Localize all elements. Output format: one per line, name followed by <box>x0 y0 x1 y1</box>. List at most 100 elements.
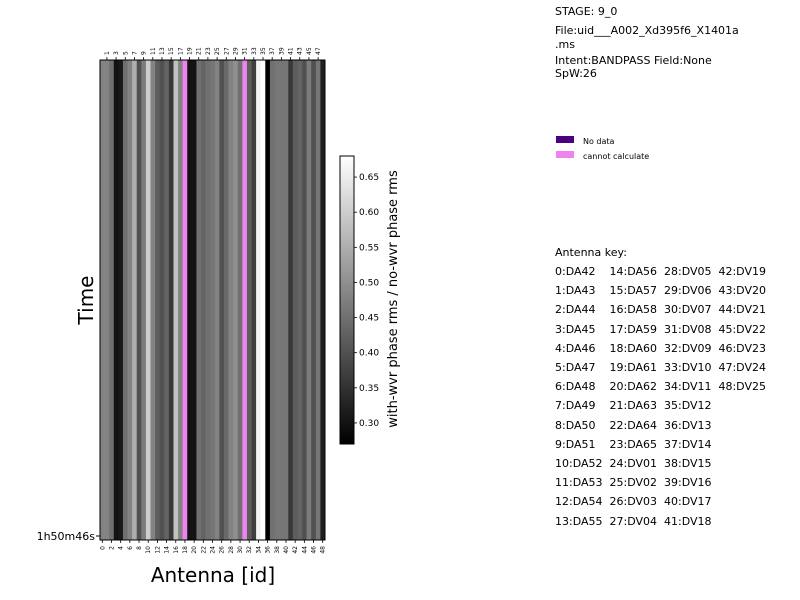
heatmap-cell-antenna-44 <box>302 60 307 540</box>
x-tick-label-top-35: 35 <box>260 47 267 55</box>
x-tick-label-top-5: 5 <box>122 51 129 55</box>
colorbar-ticks: 0.30 0.35 0.40 0.45 0.50 0.55 0.60 0.65 <box>354 173 379 429</box>
x-tick-label-bottom-34: 34 <box>255 546 262 554</box>
heatmap-cell-antenna-11 <box>150 60 156 540</box>
antenna-key-row: 0:DA42 14:DA56 28:DV05 42:DV19 <box>555 265 766 278</box>
x-ticks-bottom: 0 2 4 6 8 10 12 14 16 18 20 22 24 26 28 30 32 34 36 38 40 42 4… <box>99 540 327 554</box>
heatmap-cell-antenna-27 <box>223 60 229 540</box>
heatmap-cell-antenna-23 <box>205 60 211 540</box>
colorbar-label: with-wvr phase rms / no-wvr phase rms <box>386 170 401 428</box>
x-tick-label-bottom-18: 18 <box>182 546 189 554</box>
heatmap-cell-antenna-10 <box>145 60 151 540</box>
heatmap-cell-antenna-22 <box>201 60 206 540</box>
colorbar <box>339 155 355 445</box>
heatmap-cell-antenna-7 <box>132 60 138 540</box>
x-tick-label-top-13: 13 <box>159 47 166 55</box>
x-tick-label-bottom-24: 24 <box>210 546 217 554</box>
x-tick-label-bottom-26: 26 <box>219 546 226 554</box>
x-tick-label-bottom-32: 32 <box>246 546 253 554</box>
heatmap-cell-antenna-15 <box>168 60 174 540</box>
x-tick-label-top-21: 21 <box>196 47 203 55</box>
x-tick-label-bottom-38: 38 <box>274 546 281 554</box>
heatmap-cell-antenna-18 <box>182 60 188 540</box>
x-tick-label-bottom-28: 28 <box>228 546 235 554</box>
heatmap-cell-antenna-0 <box>100 60 105 540</box>
x-tick-label-bottom-4: 4 <box>118 546 125 550</box>
heatmap-cell-antenna-34 <box>256 60 262 540</box>
heatmap-cell-antenna-21 <box>196 60 202 540</box>
x-tick-label-bottom-6: 6 <box>127 546 134 550</box>
legend-label-no-data: No data <box>583 137 615 146</box>
heatmap-cell-antenna-36 <box>265 60 271 540</box>
x-tick-label-bottom-14: 14 <box>164 546 171 554</box>
heatmap-cell-antenna-25 <box>214 60 220 540</box>
heatmap-cell-antenna-3 <box>113 60 119 540</box>
heatmap-cell-antenna-9 <box>141 60 147 540</box>
heatmap-cell-antenna-33 <box>251 60 257 540</box>
x-tick-label-top-39: 39 <box>278 47 285 55</box>
heatmap-cell-antenna-48 <box>320 60 326 540</box>
x-tick-label-top-29: 29 <box>232 47 239 55</box>
heatmap-cell-antenna-8 <box>136 60 142 540</box>
legend-label-cannot-calculate: cannot calculate <box>583 152 650 161</box>
x-tick-label-bottom-46: 46 <box>311 546 318 554</box>
heatmap-cell-antenna-14 <box>164 60 170 540</box>
x-tick-label-bottom-30: 30 <box>237 546 244 554</box>
x-tick-label-bottom-16: 16 <box>173 546 180 554</box>
x-tick-label-bottom-36: 36 <box>265 546 272 554</box>
x-tick-label-top-23: 23 <box>205 47 212 55</box>
x-axis-label: Antenna [id] <box>151 563 275 587</box>
heatmap-cell-antenna-46 <box>311 60 317 540</box>
heatmap-cell-antenna-31 <box>242 60 248 540</box>
legend-swatch-no-data <box>556 136 574 143</box>
heatmap-cell-antenna-32 <box>246 60 252 540</box>
intent-text: Intent:BANDPASS Field:None <box>555 54 712 67</box>
heatmap-cell-antenna-12 <box>155 60 160 540</box>
x-tick-label-bottom-48: 48 <box>320 546 327 554</box>
antenna-key-row: 13:DA55 27:DV04 41:DV18 <box>555 514 712 528</box>
x-tick-label-bottom-44: 44 <box>301 546 308 554</box>
heatmap-cells <box>100 60 326 540</box>
colorbar-tick-label-0.55: 0.55 <box>359 243 379 253</box>
heatmap-cell-antenna-30 <box>237 60 243 540</box>
antenna-key-title: Antenna key: <box>555 246 627 259</box>
colorbar-tick-label-0.35: 0.35 <box>359 384 379 394</box>
heatmap-cell-antenna-29 <box>233 60 239 540</box>
heatmap-cell-antenna-1 <box>104 60 110 540</box>
antenna-key-row: 1:DA43 15:DA57 29:DV06 43:DV20 <box>555 284 766 298</box>
heatmap-cell-antenna-5 <box>122 60 128 540</box>
x-tick-label-top-11: 11 <box>150 47 157 55</box>
x-tick-label-top-15: 15 <box>168 47 175 55</box>
heatmap-cell-antenna-40 <box>283 60 289 540</box>
antenna-key-row: 8:DA50 22:DA64 36:DV13 <box>555 418 712 432</box>
x-tick-label-top-1: 1 <box>104 51 111 55</box>
heatmap-cell-antenna-13 <box>159 60 165 540</box>
x-ticks-top: 1 3 5 7 9 11 13 15 17 19 21 23 25 27 29 31 33 35 37 39 41 43 4… <box>104 47 322 60</box>
heatmap-cell-antenna-19 <box>187 60 193 540</box>
heatmap-cell-antenna-26 <box>219 60 225 540</box>
colorbar-tick-label-0.40: 0.40 <box>359 349 379 359</box>
antenna-key-row: 10:DA52 24:DV01 38:DV15 <box>555 457 712 470</box>
x-tick-label-top-47: 47 <box>315 47 322 55</box>
heatmap-cell-antenna-4 <box>118 60 124 540</box>
antenna-key-row: 7:DA49 21:DA63 35:DV12 <box>555 399 712 413</box>
colorbar-tick-label-0.50: 0.50 <box>359 278 379 288</box>
x-tick-label-top-31: 31 <box>242 47 249 55</box>
colorbar-tick-label-0.45: 0.45 <box>359 314 379 324</box>
heatmap-cell-antenna-24 <box>210 60 216 540</box>
x-tick-label-top-43: 43 <box>297 47 304 55</box>
x-tick-label-bottom-8: 8 <box>136 546 143 550</box>
heatmap-cell-antenna-6 <box>127 60 133 540</box>
x-tick-label-bottom-2: 2 <box>108 546 115 550</box>
heatmap-cell-antenna-17 <box>178 60 183 540</box>
heatmap-cell-antenna-47 <box>315 60 321 540</box>
heatmap-cell-antenna-28 <box>228 60 234 540</box>
heatmap-cell-antenna-37 <box>269 60 275 540</box>
x-tick-label-top-19: 19 <box>187 47 194 55</box>
x-tick-label-top-3: 3 <box>113 51 120 55</box>
antenna-key-row: 11:DA53 25:DV02 39:DV16 <box>555 476 712 490</box>
antenna-key-row: 3:DA45 17:DA59 31:DV08 45:DV22 <box>555 322 766 336</box>
heatmap-cell-antenna-43 <box>297 60 303 540</box>
x-tick-label-top-9: 9 <box>141 51 148 55</box>
legend-swatch-cannot-calculate <box>556 151 574 158</box>
